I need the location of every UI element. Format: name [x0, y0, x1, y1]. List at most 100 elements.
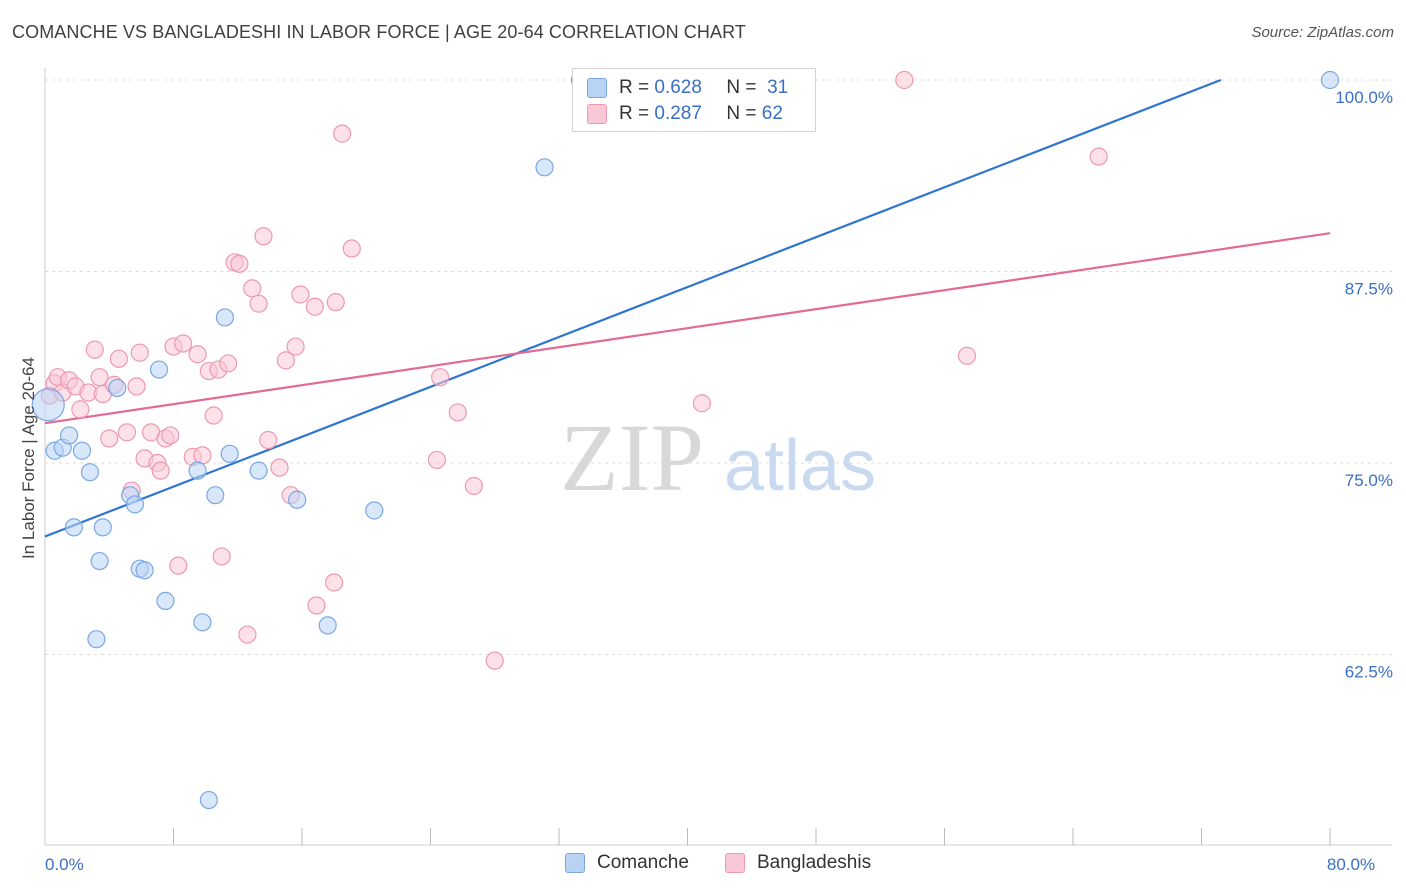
point-bangladeshis	[238, 625, 257, 644]
point-bangladeshis	[151, 461, 170, 480]
point-bangladeshis	[249, 294, 268, 313]
point-bangladeshis	[204, 406, 223, 425]
point-bangladeshis	[286, 337, 305, 356]
legend-bangladeshi-r: 0.287	[654, 103, 702, 124]
point-bangladeshis	[85, 340, 104, 359]
y-tick-label: 75.0%	[1345, 471, 1393, 490]
point-bangladeshis	[692, 394, 712, 413]
axes	[44, 68, 1392, 846]
legend-row-bangladeshis: R = 0.287 N = 62	[587, 102, 783, 126]
bottom-legend-comanche-label: Comanche	[597, 852, 689, 873]
y-tick-label: 100.0%	[1335, 88, 1393, 107]
legend-r-label: R =	[619, 77, 650, 98]
point-bangladeshis	[230, 254, 249, 273]
point-comanche	[249, 461, 268, 480]
point-bangladeshis	[305, 297, 324, 316]
comanche-swatch	[565, 853, 585, 873]
point-comanche	[156, 591, 175, 610]
legend-bangladeshi-n: 62	[761, 103, 783, 124]
watermark: ZIP atlas	[560, 404, 876, 511]
point-bangladeshis	[130, 343, 149, 362]
y-tick-label: 87.5%	[1345, 280, 1393, 299]
gridlines	[45, 79, 1392, 655]
point-comanche	[90, 551, 109, 571]
point-bangladeshis	[342, 239, 361, 258]
point-bangladeshis	[219, 354, 238, 373]
point-comanche	[80, 463, 100, 482]
point-comanche	[199, 790, 218, 810]
data-points	[31, 70, 1340, 810]
legend-r-label: R =	[619, 103, 650, 124]
legend-n-label: N =	[726, 77, 757, 98]
point-bangladeshis	[326, 293, 345, 312]
x-tick-label: 0.0%	[45, 855, 84, 874]
point-bangladeshis	[464, 476, 483, 496]
point-comanche	[365, 501, 384, 520]
legend-n-label: N =	[726, 103, 757, 124]
point-bangladeshis	[100, 429, 119, 448]
point-comanche	[93, 518, 112, 537]
point-bangladeshis	[169, 556, 188, 575]
point-comanche	[72, 441, 92, 460]
point-comanche	[135, 561, 154, 580]
point-bangladeshis	[431, 368, 450, 387]
point-bangladeshis	[448, 403, 467, 422]
point-bangladeshis	[276, 351, 296, 370]
point-comanche	[535, 158, 554, 177]
point-bangladeshis	[485, 651, 504, 670]
point-bangladeshis	[270, 458, 289, 477]
point-bangladeshis	[325, 573, 344, 592]
point-comanche	[206, 486, 225, 505]
point-bangladeshis	[307, 596, 326, 615]
chart-title: COMANCHE VS BANGLADESHI IN LABOR FORCE |…	[12, 22, 746, 42]
point-bangladeshis	[127, 377, 146, 396]
comanche-swatch	[587, 78, 607, 98]
trend-lines	[44, 78, 1331, 538]
point-bangladeshis	[427, 450, 447, 470]
point-bangladeshis	[259, 430, 278, 450]
bottom-legend-bangladeshis: Bangladeshis	[725, 852, 871, 874]
point-comanche	[108, 378, 127, 398]
point-comanche	[149, 360, 169, 379]
tick-labels: 100.0% 87.5% 75.0% 62.5% 0.0% 80.0%	[45, 88, 1393, 874]
point-comanche	[59, 426, 79, 445]
legend-row-comanche: R = 0.628 N = 31	[587, 76, 788, 100]
trend-line-comanche	[44, 78, 1222, 538]
bangladeshi-swatch	[725, 853, 745, 873]
point-comanche	[87, 630, 106, 649]
point-comanche	[64, 518, 84, 537]
point-bangladeshis	[1089, 147, 1108, 166]
y-axis-label: In Labor Force | Age 20-64	[19, 357, 38, 559]
legend-comanche-n: 31	[767, 77, 789, 98]
point-comanche	[1320, 70, 1340, 90]
point-comanche	[188, 461, 207, 480]
point-comanche	[220, 444, 239, 463]
point-comanche	[318, 616, 337, 635]
point-bangladeshis	[254, 227, 273, 246]
legend: R = 0.628 N = 31 R = 0.287 N = 62	[572, 68, 816, 132]
bangladeshi-swatch	[587, 104, 607, 124]
point-bangladeshis	[243, 279, 262, 298]
watermark-zip: ZIP	[560, 404, 704, 511]
y-tick-label: 62.5%	[1345, 663, 1393, 682]
point-bangladeshis	[161, 426, 180, 445]
point-bangladeshis	[333, 124, 352, 143]
point-bangladeshis	[193, 446, 212, 465]
point-comanche	[31, 388, 65, 422]
point-comanche	[215, 308, 234, 327]
point-bangladeshis	[174, 334, 193, 353]
source-label: Source: ZipAtlas.com	[1251, 24, 1394, 41]
point-bangladeshis	[957, 346, 977, 365]
bottom-legend-bangladeshis-label: Bangladeshis	[757, 852, 872, 873]
point-comanche	[193, 613, 212, 632]
watermark-atlas: atlas	[724, 426, 876, 506]
x-tick-label: 80.0%	[1327, 855, 1375, 874]
bottom-legend-comanche: Comanche	[565, 852, 689, 874]
point-bangladeshis	[109, 349, 128, 368]
point-bangladeshis	[895, 70, 914, 90]
point-comanche	[288, 490, 307, 509]
point-bangladeshis	[117, 423, 137, 442]
point-bangladeshis	[188, 345, 207, 364]
trend-line-bangladeshis	[44, 232, 1331, 425]
